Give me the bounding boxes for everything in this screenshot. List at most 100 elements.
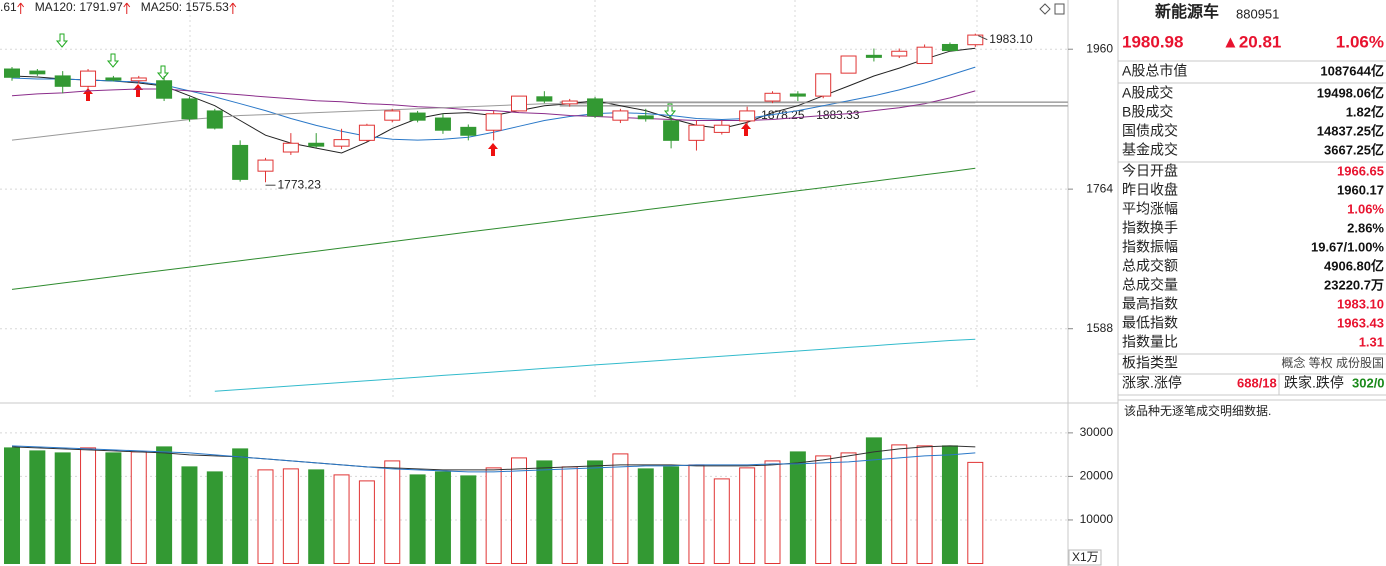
average-line (11, 445, 976, 471)
sell-signal (56, 33, 68, 48)
legend-entry: MA250: 1575.53 (141, 0, 229, 14)
volume-bar (130, 451, 147, 565)
icon-square[interactable] (1054, 3, 1065, 15)
candle-body (80, 70, 97, 87)
volume-bar (739, 467, 756, 564)
row-label: 最低指数 (1122, 315, 1178, 331)
candle-body (434, 117, 451, 131)
row-value: 3667.25亿 (1324, 142, 1384, 157)
candle-body (384, 110, 401, 121)
average-line (11, 102, 976, 141)
icon-diamond[interactable] (1039, 3, 1051, 15)
candle-body (941, 43, 958, 52)
volume-bar (434, 471, 451, 564)
pct-change: 1.06% (1336, 32, 1384, 51)
row-value: 1087644亿 (1320, 63, 1384, 78)
candle-body (485, 113, 502, 131)
volume-bar (384, 460, 401, 564)
candle-body (713, 124, 730, 133)
candle-body (764, 92, 781, 102)
row-value: 1.31 (1359, 334, 1384, 349)
volume-bar (891, 444, 908, 564)
row-value: 1960.17 (1337, 182, 1384, 197)
candle-body (409, 112, 426, 121)
legend-arrow (229, 2, 237, 14)
volume-bar (941, 445, 958, 565)
row-value: 1.82亿 (1346, 104, 1384, 119)
row-label: A股总市值 (1122, 63, 1187, 79)
buy-signal (741, 123, 751, 136)
candle-body (206, 110, 223, 129)
row-label: A股成交 (1122, 85, 1173, 101)
row-label: 总成交额 (1122, 258, 1178, 274)
candle-body (257, 159, 274, 172)
row-value: 1.06% (1347, 201, 1384, 216)
y-tick-label: 30000 (1080, 425, 1114, 439)
candle-body (54, 75, 71, 87)
row-label: 指数量比 (1122, 334, 1178, 350)
volume-bar (206, 471, 223, 564)
volume-bar (54, 452, 71, 564)
candle-body (739, 110, 756, 122)
y-tick-label: 20000 (1080, 469, 1114, 483)
volume-bar (587, 460, 604, 564)
row-label: 基金成交 (1122, 142, 1178, 158)
volume-bar (409, 474, 426, 565)
candle-body (840, 55, 857, 74)
buy-signal (488, 143, 498, 156)
y-tick-label: 1588 (1086, 321, 1113, 335)
row-label: B股成交 (1122, 104, 1173, 120)
candle-body (789, 93, 806, 97)
legend-arrow (17, 2, 25, 14)
candle-body (612, 110, 629, 121)
candle-body (333, 139, 350, 147)
volume-bar (257, 469, 274, 564)
volume-bar (865, 437, 882, 565)
volume-bar (967, 461, 984, 564)
row-label: 最高指数 (1122, 296, 1178, 312)
volume-bar (4, 447, 20, 565)
row-label: 国债成交 (1122, 123, 1178, 139)
candle-body (181, 98, 198, 120)
last-price: 1980.98 (1122, 32, 1183, 51)
candle-body (663, 120, 680, 141)
row-value: 302/0 (1352, 375, 1385, 390)
row-label: 平均涨幅 (1122, 201, 1178, 217)
candle-body (561, 100, 578, 105)
row-value[interactable]: 概念 等权 成份股国 (1281, 355, 1384, 370)
volume-bar (840, 452, 857, 564)
candle-body (29, 70, 46, 75)
candle-body (358, 124, 375, 141)
candle-body (4, 68, 20, 78)
legend-entry: MA120: 1791.97 (35, 0, 123, 14)
volume-bar (181, 466, 198, 565)
volume-unit: X1万 (1072, 550, 1099, 564)
row-value: 1963.43 (1337, 315, 1384, 330)
candle-body (308, 142, 325, 147)
volume-bar (156, 446, 173, 564)
legend-entry: .61 (0, 0, 17, 14)
volume-bar (688, 464, 705, 564)
volume-bar (282, 468, 299, 565)
volume-bar (485, 467, 502, 564)
volume-bar (105, 452, 122, 564)
volume-bar (713, 478, 730, 565)
row-label: 板指类型 (1122, 355, 1178, 371)
row-label: 今日开盘 (1122, 163, 1178, 179)
row-label: 涨家.涨停 (1122, 375, 1182, 391)
candle-body (130, 77, 147, 82)
average-line (11, 88, 976, 121)
candle-body (511, 95, 527, 112)
sell-signal (107, 53, 119, 68)
row-label: 总成交量 (1122, 277, 1178, 293)
buy-signal (83, 88, 93, 101)
volume-bar (511, 457, 527, 565)
volume-bar (29, 450, 46, 564)
volume-bar (612, 453, 629, 565)
row-value: 23220.7万 (1324, 277, 1384, 292)
candle-body (282, 142, 299, 153)
volume-bar (232, 448, 249, 564)
volume-bar (663, 466, 680, 565)
row-value: 4906.80亿 (1324, 258, 1384, 273)
